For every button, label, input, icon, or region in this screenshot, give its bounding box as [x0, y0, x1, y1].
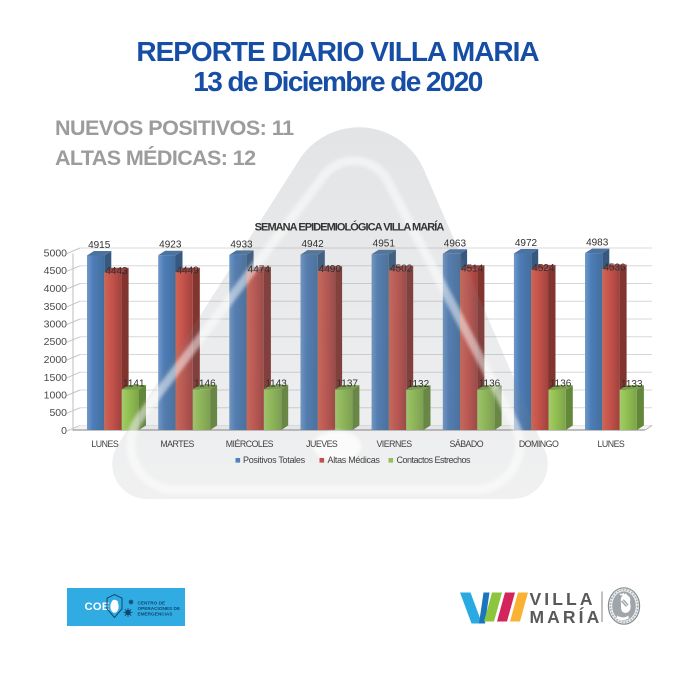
svg-text:4443: 4443	[105, 266, 128, 277]
svg-text:0: 0	[61, 425, 67, 437]
svg-text:EMERGENCIAS: EMERGENCIAS	[138, 612, 173, 617]
svg-text:3500: 3500	[44, 301, 68, 313]
svg-text:4449: 4449	[176, 266, 199, 277]
svg-text:SÁBADO: SÁBADO	[449, 439, 483, 449]
svg-text:4983: 4983	[586, 238, 609, 249]
svg-text:4000: 4000	[44, 283, 68, 295]
svg-text:DOMINGO: DOMINGO	[519, 439, 559, 449]
svg-text:MARTES: MARTES	[160, 439, 194, 449]
svg-text:4942: 4942	[301, 239, 324, 250]
svg-text:1146: 1146	[194, 378, 216, 389]
svg-text:Positivos Totales: Positivos Totales	[243, 455, 306, 465]
svg-text:5000: 5000	[44, 248, 68, 260]
svg-text:1000: 1000	[44, 390, 68, 402]
svg-text:1136: 1136	[550, 379, 572, 390]
svg-text:LUNES: LUNES	[91, 439, 118, 449]
svg-text:2000: 2000	[44, 354, 68, 366]
svg-text:1141: 1141	[123, 379, 145, 390]
svg-text:4524: 4524	[532, 263, 555, 274]
svg-text:4502: 4502	[390, 264, 413, 275]
svg-text:OPERACIONES DE: OPERACIONES DE	[138, 606, 180, 611]
svg-text:MARÍA: MARÍA	[530, 606, 603, 627]
svg-text:4514: 4514	[461, 263, 484, 274]
svg-text:4951: 4951	[373, 239, 396, 250]
svg-text:VIERNES: VIERNES	[376, 439, 412, 449]
svg-text:1137: 1137	[336, 379, 358, 390]
svg-text:1133: 1133	[621, 379, 643, 390]
svg-text:3000: 3000	[44, 319, 68, 331]
svg-text:4933: 4933	[230, 239, 253, 250]
svg-text:1136: 1136	[479, 379, 501, 390]
svg-text:LUNES: LUNES	[597, 439, 624, 449]
svg-text:1132: 1132	[408, 379, 430, 390]
svg-text:1500: 1500	[44, 372, 68, 384]
svg-text:4500: 4500	[44, 265, 68, 277]
svg-text:Altas Médicas: Altas Médicas	[328, 455, 381, 465]
svg-text:4474: 4474	[248, 265, 271, 276]
svg-text:JUEVES: JUEVES	[306, 439, 338, 449]
svg-text:4923: 4923	[159, 240, 182, 251]
svg-text:Contactos Estrechos: Contactos Estrechos	[397, 455, 472, 465]
svg-text:MIÉRCOLES: MIÉRCOLES	[226, 439, 274, 449]
svg-text:4536: 4536	[603, 263, 626, 274]
svg-text:4963: 4963	[444, 238, 467, 249]
svg-text:CENTRO DE: CENTRO DE	[138, 601, 166, 606]
svg-text:4972: 4972	[515, 238, 538, 249]
svg-text:4490: 4490	[319, 264, 342, 275]
svg-text:SEMANA EPIDEMIOLÓGICA VILLA MA: SEMANA EPIDEMIOLÓGICA VILLA MARÍA	[255, 221, 445, 234]
svg-text:4915: 4915	[88, 240, 111, 251]
svg-text:500: 500	[49, 407, 67, 419]
svg-text:VILLA: VILLA	[530, 589, 596, 609]
svg-text:1143: 1143	[265, 378, 287, 389]
svg-text:COE: COE	[85, 601, 110, 613]
svg-text:2500: 2500	[44, 336, 68, 348]
